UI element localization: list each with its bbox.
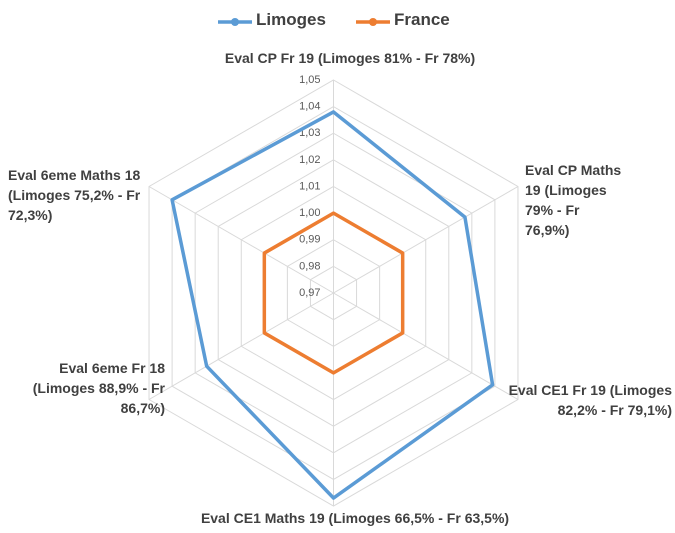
- r-tick-label: 1,00: [299, 207, 320, 219]
- r-tick-label: 1,01: [299, 180, 320, 192]
- axis-spoke: [333, 186, 519, 294]
- category-label: Eval CE1 Maths 19 (Limoges 66,5% - Fr 63…: [200, 510, 510, 526]
- r-tick-label: 0,98: [299, 260, 320, 272]
- r-tick-label: 1,05: [299, 74, 320, 86]
- category-label: Eval CE1 Fr 19 (Limoges 82,2% - Fr 79,1%…: [508, 382, 672, 418]
- r-tick-label: 1,04: [299, 101, 320, 113]
- axis-spoke: [333, 292, 519, 400]
- r-tick-label: 1,03: [299, 127, 320, 139]
- category-label: Eval 6eme Fr 18 (Limoges 88,9% - Fr 86,7…: [32, 360, 165, 416]
- category-label: Eval 6eme Maths 18 (Limoges 75,2% - Fr 7…: [8, 167, 141, 223]
- r-tick-label: 0,99: [299, 234, 320, 246]
- legend-label: France: [394, 10, 450, 29]
- series-line: [262, 211, 405, 375]
- legend-label: Limoges: [256, 10, 326, 29]
- legend-marker: [369, 18, 377, 26]
- axis-spoke: [148, 292, 334, 400]
- category-label: Eval CP Maths 19 (Limoges 79% - Fr 76,9%…: [525, 162, 622, 238]
- r-tick-label: 0,97: [299, 287, 320, 299]
- series-line: [170, 110, 495, 500]
- legend-marker: [231, 18, 239, 26]
- r-tick-label: 1,02: [299, 154, 320, 166]
- axis-spoke: [148, 186, 334, 294]
- category-label: Eval CP Fr 19 (Limoges 81% - Fr 78%): [224, 50, 476, 66]
